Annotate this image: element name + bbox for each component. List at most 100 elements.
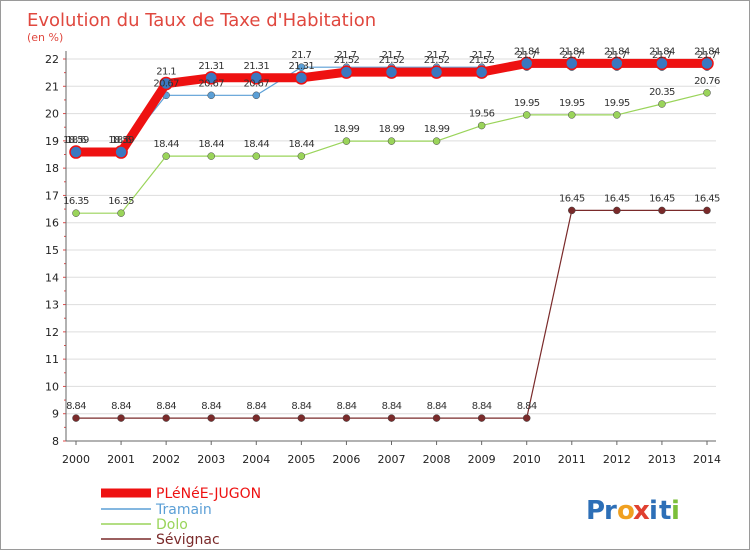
data-label: 16.45 <box>604 193 630 204</box>
series-point-2 <box>117 209 125 217</box>
data-label: 8.84 <box>156 401 176 412</box>
y-tick-label: 22 <box>45 53 59 66</box>
series-point-0 <box>474 65 489 79</box>
series-point-3 <box>297 414 306 422</box>
data-label: 21.31 <box>198 61 224 72</box>
y-tick-label: 18 <box>45 162 59 175</box>
x-tick-label: 2000 <box>62 453 90 466</box>
series-point-0 <box>655 56 669 71</box>
grid <box>66 58 716 442</box>
logo-letter: P <box>586 496 606 526</box>
series-point-2 <box>432 137 441 145</box>
series-line-3 <box>76 209 707 419</box>
series-point-3 <box>72 414 80 422</box>
data-label: 21.52 <box>334 55 360 66</box>
data-label: 20.67 <box>243 78 269 89</box>
series-point-0 <box>69 145 83 159</box>
series-point-3 <box>568 206 576 215</box>
data-label: 18.44 <box>243 139 269 150</box>
y-tick-label: 20 <box>45 108 59 121</box>
data-label: 8.84 <box>336 401 356 412</box>
chart-subtitle: (en %) <box>27 31 63 44</box>
series-point-2 <box>568 111 576 119</box>
logo-letter: i <box>671 496 681 526</box>
x-tick-label: 2001 <box>107 453 135 466</box>
data-label: 21.52 <box>469 55 495 66</box>
series-point-2 <box>207 152 215 160</box>
data-label: 21.84 <box>694 46 720 57</box>
data-label: 18.44 <box>198 139 224 150</box>
y-tick-label: 17 <box>45 189 59 202</box>
series-point-2 <box>658 100 666 108</box>
logo-letter: o <box>617 496 636 526</box>
legend-label-0: PLéNéE-JUGON <box>156 486 261 502</box>
y-tick-label: 12 <box>45 326 59 339</box>
legend-label-2: Dolo <box>156 517 188 533</box>
data-label: 21.52 <box>424 55 450 66</box>
series-point-2 <box>162 152 170 160</box>
series-point-2 <box>72 209 80 217</box>
data-label: 18.59 <box>108 135 134 146</box>
data-label: 8.84 <box>382 401 402 412</box>
data-label: 18.59 <box>63 135 89 146</box>
y-tick-label: 13 <box>45 299 59 312</box>
data-label: 21.84 <box>649 46 675 57</box>
data-label: 21.7 <box>562 50 582 61</box>
data-label: 21.7 <box>517 50 537 61</box>
series-point-0 <box>249 71 264 85</box>
data-label: 21.7 <box>427 50 447 61</box>
data-label: 21.84 <box>514 46 540 57</box>
x-tick-label: 2005 <box>287 453 315 466</box>
data-label: 19.95 <box>559 98 585 109</box>
x-tick-label: 2004 <box>242 453 270 466</box>
data-label: 8.84 <box>517 401 537 412</box>
series-layer <box>69 56 714 422</box>
data-label: 16.45 <box>694 193 720 204</box>
data-label: 8.84 <box>66 401 86 412</box>
series-point-0 <box>339 65 354 79</box>
data-label: 21.84 <box>559 46 585 57</box>
data-label: 19.95 <box>514 98 540 109</box>
series-point-2 <box>342 137 351 145</box>
series-point-3 <box>522 414 531 422</box>
data-label: 8.84 <box>246 401 266 412</box>
legend-label-3: Sévignac <box>156 532 220 548</box>
data-label: 20.67 <box>198 78 224 89</box>
data-label: 21.7 <box>291 50 311 61</box>
data-label: 21.7 <box>336 50 356 61</box>
series-point-1 <box>297 63 306 71</box>
axes <box>63 51 716 445</box>
series-point-3 <box>162 414 170 422</box>
data-label: 16.35 <box>63 196 89 207</box>
x-tick-label: 2011 <box>558 453 586 466</box>
data-label: 21.52 <box>379 55 405 66</box>
logo-letter: i <box>649 496 659 526</box>
x-tick-label: 2012 <box>603 453 631 466</box>
data-label: 18.44 <box>153 139 179 150</box>
series-point-0 <box>294 71 309 85</box>
y-tick-label: 10 <box>45 380 59 393</box>
x-tick-label: 2009 <box>468 453 496 466</box>
y-tick-label: 15 <box>45 244 59 257</box>
series-point-3 <box>342 414 351 422</box>
data-label: 18.6 <box>66 135 86 146</box>
series-point-0 <box>700 56 714 71</box>
series-point-2 <box>613 111 621 119</box>
series-point-3 <box>613 206 621 215</box>
series-point-1 <box>252 91 261 100</box>
data-label: 21.7 <box>697 50 717 61</box>
series-point-3 <box>387 414 396 422</box>
legend-label-1: Tramain <box>155 502 212 518</box>
series-point-0 <box>114 145 128 159</box>
data-label: 8.84 <box>291 401 311 412</box>
y-tick-label: 9 <box>52 408 59 421</box>
x-tick-label: 2008 <box>423 453 451 466</box>
series-point-0 <box>610 56 624 71</box>
data-label: 21.7 <box>472 50 492 61</box>
data-label: 21.7 <box>652 50 672 61</box>
data-label: 16.45 <box>559 193 585 204</box>
data-label: 21.84 <box>604 46 630 57</box>
data-label: 18.99 <box>334 124 360 135</box>
